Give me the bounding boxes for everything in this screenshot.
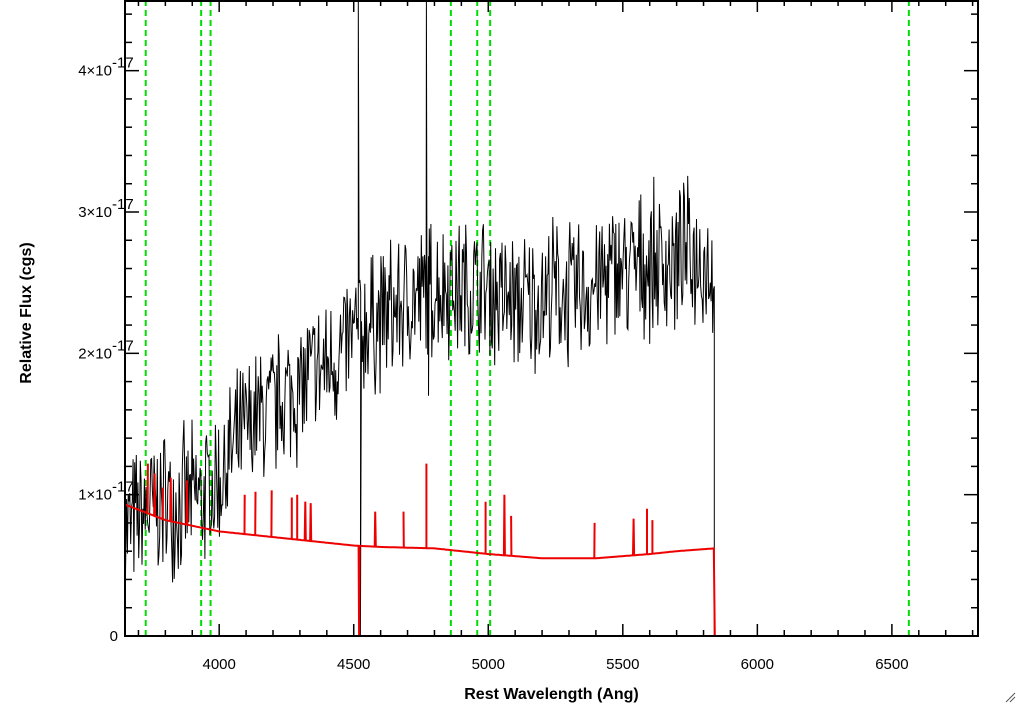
y-tick-label: 2×10 (78, 345, 112, 362)
x-tick-label: 4000 (202, 656, 235, 673)
y-tick-exponent: -17 (112, 337, 134, 354)
x-axis-title: Rest Wavelength (Ang) (464, 686, 639, 703)
x-tick-label: 5000 (472, 656, 505, 673)
y-tick-label: 1×10 (78, 487, 112, 504)
x-tick-label: 5500 (606, 656, 639, 673)
y-tick-label: 0 (110, 628, 118, 645)
plot-frame (124, 0, 979, 637)
y-tick-exponent: -17 (112, 479, 134, 496)
x-tick-label: 6500 (875, 656, 908, 673)
y-tick-labels: 01×10 -172×10 -173×10 -174×10 -17 (78, 55, 133, 645)
x-tick-label: 6000 (741, 656, 774, 673)
y-axis-title: Relative Flux (cgs) (18, 242, 35, 383)
y-tick-exponent: -17 (112, 55, 134, 72)
resize-grip-icon[interactable] (1004, 691, 1016, 703)
observed-spectrum-series (124, 0, 715, 637)
series-line-model (124, 463, 978, 637)
x-tick-label: 4500 (337, 656, 370, 673)
y-tick-label: 3×10 (78, 204, 112, 221)
axis-ticks (125, 0, 978, 637)
y-tick-exponent: -17 (112, 196, 134, 213)
emission-line-markers (144, 0, 910, 636)
y-tick-label: 4×10 (78, 63, 112, 80)
series-line-observed (124, 0, 715, 637)
model-spectrum-series (124, 463, 978, 637)
x-tick-labels: 4000 4500 5000 5500 6000 6500 (202, 656, 908, 673)
